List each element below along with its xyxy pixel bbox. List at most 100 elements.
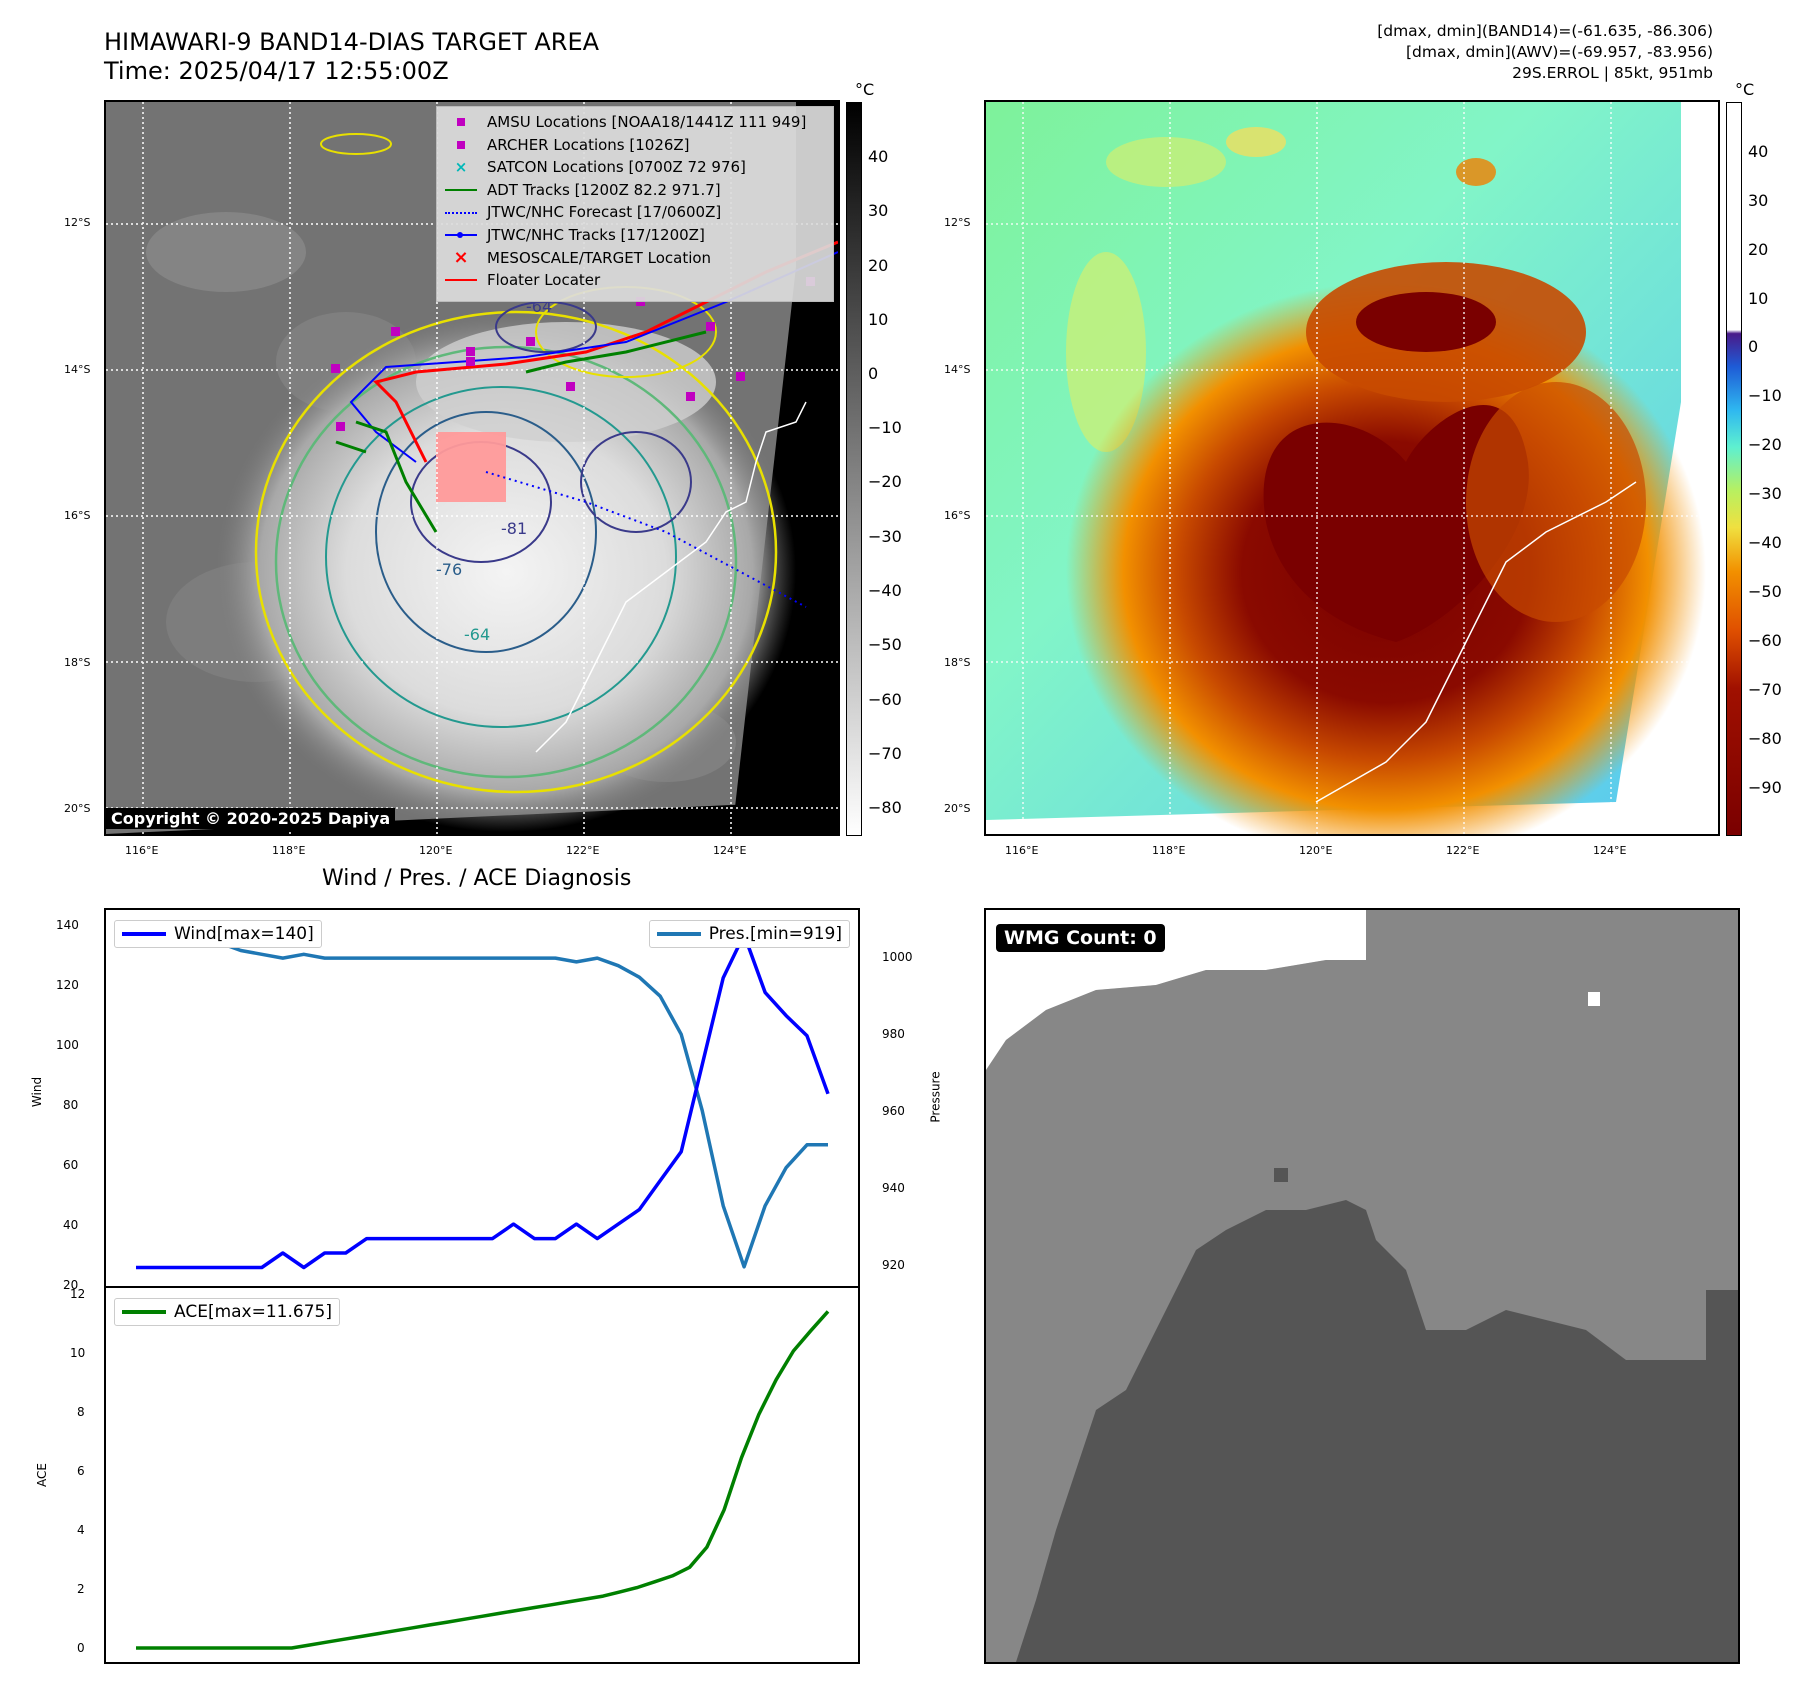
left-colorbar — [846, 102, 862, 836]
ace-line-icon — [122, 1310, 166, 1314]
lon-label: 124°E — [713, 844, 747, 857]
colorbar-tick: −70 — [1748, 680, 1782, 699]
colorbar-tick: −40 — [868, 581, 902, 600]
square-marker-icon — [457, 140, 465, 149]
info-awv: [dmax, dmin](AWV)=(-69.957, -83.956) — [1406, 43, 1713, 61]
wind-tick: 120 — [56, 978, 79, 992]
wind-tick: 80 — [63, 1098, 79, 1112]
wind-legend: Wind[max=140] — [114, 920, 322, 948]
pressure-axis-label: Pressure — [928, 1071, 943, 1123]
left-ir-map: -64 -76 -64 -81 AMSU Locations [NOAA18/1… — [104, 100, 840, 836]
colorbar-tick: −60 — [868, 690, 902, 709]
lon-label: 122°E — [566, 844, 600, 857]
wind-pressure-svg — [135, 922, 830, 1270]
ace-axis-label: ACE — [34, 1463, 49, 1487]
contour-label: -76 — [436, 560, 462, 579]
ace-tick: 6 — [77, 1464, 85, 1478]
right-colorbar-unit: °C — [1735, 80, 1755, 99]
right-dias-map — [984, 100, 1720, 836]
colorbar-tick: 10 — [1748, 289, 1769, 308]
left-colorbar-unit: °C — [855, 80, 875, 99]
lat-label: 16°S — [64, 509, 91, 522]
contour-label: -81 — [501, 519, 527, 538]
ace-tick: 0 — [77, 1641, 85, 1655]
wind-tick: 40 — [63, 1218, 79, 1232]
square-marker-icon — [457, 118, 465, 127]
legend-item: AMSU Locations [NOAA18/1441Z 111 949] — [441, 111, 827, 134]
colorbar-tick: −50 — [868, 635, 902, 654]
figure-time: Time: 2025/04/17 12:55:00Z — [104, 57, 449, 85]
colorbar-tick: 40 — [868, 147, 889, 166]
ace-tick: 2 — [77, 1582, 85, 1596]
pressure-tick: 1000 — [882, 950, 913, 964]
x-marker-icon: × — [453, 246, 469, 268]
legend-item: × MESOSCALE/TARGET Location — [441, 247, 827, 270]
pressure-legend: Pres.[min=919] — [648, 920, 850, 948]
wind-tick: 100 — [56, 1038, 79, 1052]
pressure-line-icon — [656, 932, 701, 936]
colorbar-tick: 40 — [1748, 142, 1769, 161]
ace-chart: ACE[max=11.675] — [104, 1286, 860, 1664]
colorbar-tick: −80 — [868, 798, 902, 817]
lat-label: 18°S — [944, 656, 971, 669]
wind-tick: 140 — [56, 918, 79, 932]
lat-label: 20°S — [944, 802, 971, 815]
legend-item: JTWC/NHC Forecast [17/0600Z] — [441, 201, 827, 224]
lat-label: 16°S — [944, 509, 971, 522]
colorbar-tick: −20 — [868, 472, 902, 491]
lat-label: 18°S — [64, 656, 91, 669]
colorbar-tick: −60 — [1748, 631, 1782, 650]
ace-legend: ACE[max=11.675] — [114, 1298, 340, 1326]
colorbar-tick: −10 — [1748, 386, 1782, 405]
colorbar-tick: −90 — [1748, 778, 1782, 797]
ace-svg — [136, 1310, 830, 1650]
colorbar-tick: 30 — [868, 201, 889, 220]
legend-item: Floater Locater — [441, 269, 827, 292]
wmg-count-badge: WMG Count: 0 — [996, 924, 1165, 952]
lon-label: 124°E — [1593, 844, 1627, 857]
lon-label: 118°E — [1152, 844, 1186, 857]
wind-axis-label: Wind — [30, 1076, 45, 1108]
ace-tick: 12 — [70, 1287, 86, 1301]
colorbar-tick: −40 — [1748, 533, 1782, 552]
lon-label: 122°E — [1446, 844, 1480, 857]
pressure-tick: 940 — [882, 1181, 905, 1195]
diagnosis-title: Wind / Pres. / ACE Diagnosis — [322, 866, 632, 891]
colorbar-tick: −30 — [868, 527, 902, 546]
x-marker-icon: × — [454, 158, 468, 177]
copyright-label: Copyright © 2020-2025 Dapiya — [106, 808, 396, 829]
lat-label: 12°S — [944, 216, 971, 229]
lat-label: 20°S — [64, 802, 91, 815]
colorbar-tick: 20 — [868, 256, 889, 275]
colorbar-tick: 0 — [868, 364, 879, 383]
lon-label: 120°E — [1299, 844, 1333, 857]
colorbar-tick: −30 — [1748, 484, 1782, 503]
ace-series-line — [136, 1310, 830, 1650]
right-colorbar — [1726, 102, 1742, 836]
wind-pressure-chart: Wind[max=140] Pres.[min=919] — [104, 908, 860, 1288]
line-icon — [445, 189, 477, 192]
lon-label: 116°E — [125, 844, 159, 857]
lon-label: 116°E — [1005, 844, 1039, 857]
pressure-series-line — [135, 922, 828, 1269]
pressure-tick: 920 — [882, 1258, 905, 1272]
ace-tick: 8 — [77, 1405, 85, 1419]
legend-item: ARCHER Locations [1026Z] — [441, 134, 827, 157]
target-area-box — [436, 432, 506, 502]
line-icon — [445, 279, 477, 282]
wind-line-icon — [122, 932, 166, 936]
dotted-line-icon — [445, 211, 477, 214]
lat-label: 14°S — [944, 363, 971, 376]
figure-title: HIMAWARI-9 BAND14-DIAS TARGET AREA — [104, 28, 600, 56]
lon-label: 120°E — [419, 844, 453, 857]
legend-item: JTWC/NHC Tracks [17/1200Z] — [441, 224, 827, 247]
ace-tick: 4 — [77, 1523, 85, 1537]
pressure-tick: 980 — [882, 1027, 905, 1041]
wind-series-line — [136, 932, 830, 1270]
colorbar-tick: −20 — [1748, 435, 1782, 454]
colorbar-tick: −80 — [1748, 729, 1782, 748]
contour-label: -64 — [464, 625, 490, 644]
lat-label: 14°S — [64, 363, 91, 376]
colorbar-tick: 20 — [1748, 240, 1769, 259]
wmg-canvas — [986, 910, 1738, 1662]
